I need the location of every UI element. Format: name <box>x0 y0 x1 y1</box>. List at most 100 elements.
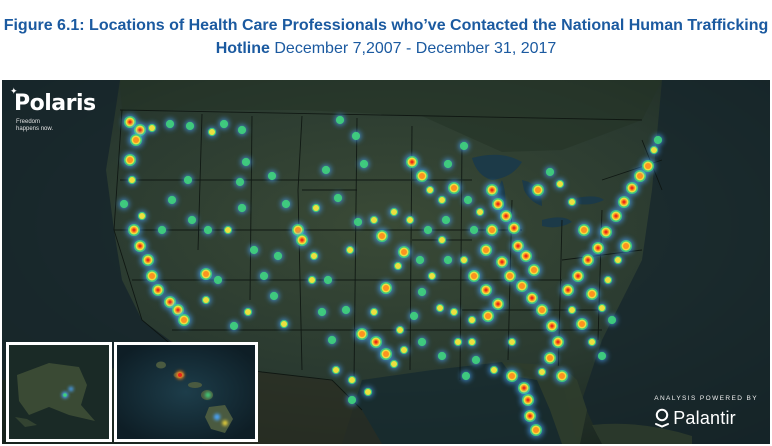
heat-point <box>267 171 277 181</box>
heat-point <box>559 373 565 379</box>
heat-point <box>557 181 563 187</box>
heat-point <box>365 389 371 395</box>
lake-erie <box>542 217 572 228</box>
heat-point <box>225 227 231 233</box>
heat-point <box>119 199 129 209</box>
heat-point <box>604 230 608 234</box>
canada-land <box>120 80 662 152</box>
heat-point <box>491 367 497 373</box>
heat-point <box>353 217 363 227</box>
heat-point <box>526 398 530 402</box>
heat-point <box>437 305 443 311</box>
heat-point <box>229 321 239 331</box>
heat-point <box>333 193 343 203</box>
heat-point <box>359 159 369 169</box>
heat-point <box>581 227 587 233</box>
heat-point <box>165 119 175 129</box>
heat-point <box>469 317 475 323</box>
heat-point <box>586 258 590 262</box>
heat-point <box>596 246 600 250</box>
heat-point <box>417 287 427 297</box>
inset-hawaii[interactable] <box>114 342 258 442</box>
heat-point <box>451 185 457 191</box>
heat-point <box>615 257 621 263</box>
heat-point <box>630 186 634 190</box>
heat-point <box>496 302 500 306</box>
inset-alaska[interactable] <box>6 342 112 442</box>
heat-point <box>138 128 142 132</box>
palantir-credit: ANALYSIS POWERED BY Palantir <box>654 395 758 428</box>
heat-point <box>504 214 508 218</box>
heat-point <box>410 160 414 164</box>
heat-point <box>535 187 541 193</box>
heat-point <box>607 315 617 325</box>
heat-point <box>146 258 150 262</box>
heat-point <box>383 285 389 291</box>
heat-point <box>127 157 133 163</box>
heat-point <box>259 271 269 281</box>
heat-point <box>509 373 515 379</box>
heat-point <box>156 288 160 292</box>
heat-point <box>539 307 545 313</box>
heat-point <box>507 273 513 279</box>
heat-point <box>469 225 479 235</box>
analysis-powered-by-label: ANALYSIS POWERED BY <box>654 395 758 402</box>
heat-point <box>419 173 425 179</box>
heat-point <box>281 321 287 327</box>
heat-point <box>651 147 657 153</box>
heat-point <box>530 296 534 300</box>
heat-point <box>483 247 489 253</box>
heat-point <box>209 129 215 135</box>
heat-point <box>371 309 377 315</box>
figure-title-line1: Figure 6.1: Locations of Health Care Pro… <box>3 17 769 34</box>
heat-point <box>522 386 526 390</box>
cuba-land <box>592 423 692 444</box>
florida-land <box>502 362 587 444</box>
heat-point <box>461 257 467 263</box>
heat-point <box>653 135 663 145</box>
heat-point <box>550 324 554 328</box>
heat-point <box>409 311 419 321</box>
lake-ontario <box>577 196 604 205</box>
heat-point <box>477 209 483 215</box>
heat-point <box>441 215 451 225</box>
heat-point <box>183 175 193 185</box>
heat-point <box>149 125 155 131</box>
heat-point <box>443 255 453 265</box>
heat-point <box>509 339 515 345</box>
heat-point <box>401 347 407 353</box>
heat-map[interactable]: ✦ Polaris Freedom happens now. <box>2 80 770 444</box>
heat-point <box>203 225 213 235</box>
island-molokai <box>188 382 202 388</box>
heat-point <box>237 203 247 213</box>
heat-point <box>391 209 397 215</box>
polaris-star-icon: ✦ <box>10 86 18 96</box>
heat-point <box>281 199 291 209</box>
heat-point <box>455 339 461 345</box>
heat-point <box>241 157 251 167</box>
heat-point <box>379 233 385 239</box>
heat-point <box>351 131 361 141</box>
heat-point <box>383 351 389 357</box>
heat-point <box>157 225 167 235</box>
heat-point <box>484 288 488 292</box>
heat-point <box>437 351 447 361</box>
heat-point <box>463 195 473 205</box>
heat-point <box>539 369 545 375</box>
heat-point <box>531 267 537 273</box>
heat-point <box>415 255 425 265</box>
heat-point <box>401 249 407 255</box>
heat-point <box>500 260 504 264</box>
heat-point <box>439 237 445 243</box>
heat-point <box>443 159 453 169</box>
palantir-brand-name: Palantir <box>673 408 736 428</box>
heat-point <box>423 225 433 235</box>
heat-point <box>597 351 607 361</box>
heat-point <box>471 273 477 279</box>
heat-point <box>569 307 575 313</box>
heat-point <box>589 339 595 345</box>
heat-point <box>622 200 626 204</box>
heat-point <box>300 238 304 242</box>
heat-point <box>139 213 145 219</box>
heat-point <box>451 309 457 315</box>
